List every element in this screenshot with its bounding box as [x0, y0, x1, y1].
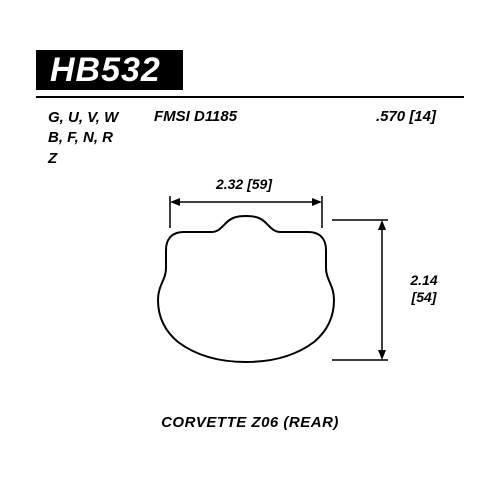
fmsi-code: FMSI D1185: [154, 108, 237, 125]
height-label: 2.14 [54]: [394, 272, 454, 306]
codes-line-1: G, U, V, W: [48, 108, 118, 128]
height-label-mm: [54]: [394, 289, 454, 306]
width-label: 2.32 [59]: [184, 176, 304, 193]
height-dimension: [332, 220, 388, 360]
divider-line: [36, 96, 464, 98]
thickness-spec: .570 [14]: [376, 108, 436, 125]
height-label-in: 2.14: [394, 272, 454, 289]
width-dimension: [170, 196, 322, 228]
part-number-header: HB532: [36, 50, 183, 90]
compound-codes: G, U, V, W B, F, N, R Z: [48, 108, 118, 169]
pad-diagram: 2.32 [59] 2.14 [54]: [36, 180, 464, 410]
part-number: HB532: [50, 51, 161, 89]
pad-outline: [158, 216, 334, 362]
codes-line-2: B, F, N, R: [48, 128, 118, 148]
application-caption: CORVETTE Z06 (REAR): [36, 414, 464, 431]
spec-sheet: HB532 G, U, V, W B, F, N, R Z FMSI D1185…: [36, 50, 464, 450]
codes-line-3: Z: [48, 149, 118, 169]
